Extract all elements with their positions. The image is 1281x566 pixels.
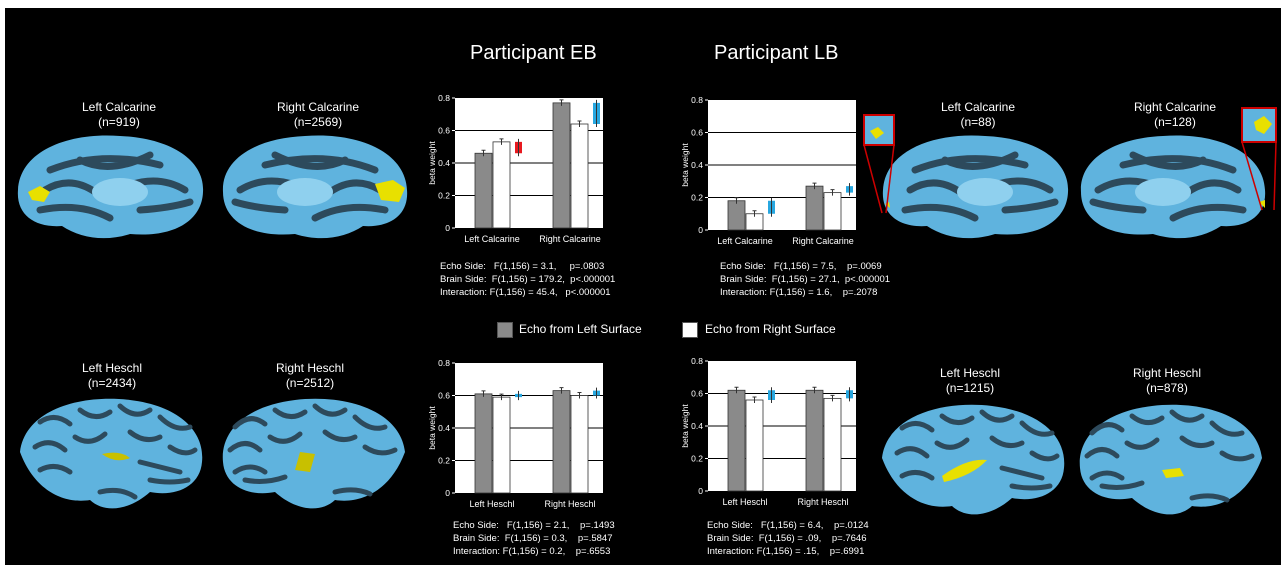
brain-name: Left Heschl — [939, 366, 1001, 380]
stats-eb-heschl: Echo Side: F(1,156) = 2.1, p=.1493 Brain… — [453, 520, 615, 557]
brain-eb-left-calcarine-image — [17, 135, 204, 239]
bar-right-surface — [570, 123, 589, 229]
zoom-inset-left — [863, 114, 895, 214]
bar-left-surface — [474, 393, 493, 494]
black-bar — [158, 243, 223, 258]
x-category-label: Right Heschl — [544, 499, 595, 509]
y-axis-label: beta weight — [427, 406, 437, 450]
brain-n: (n=128) — [1154, 115, 1196, 129]
legend-label-left: Echo from Left Surface — [519, 322, 642, 336]
figure-background — [5, 8, 1281, 565]
x-category-label: Left Heschl — [469, 499, 514, 509]
y-tick-label: 0.2 — [691, 193, 703, 203]
brain-eb-right-heschl-image — [222, 398, 405, 509]
y-axis-label: beta weight — [427, 141, 437, 185]
y-tick-label: 0 — [445, 223, 450, 233]
y-tick-label: 0 — [698, 225, 703, 235]
brain-n: (n=1215) — [945, 381, 995, 395]
chart-eb-heschl: 0 0.2 0.4 0.6 0.8 beta weight Left Heschl Right… — [427, 358, 603, 509]
zoom-inset-right — [1241, 107, 1277, 211]
brain-label-lb-left-heschl: Left Heschl (n=1215) — [905, 366, 1035, 396]
y-tick-label: 0.2 — [691, 454, 703, 464]
bar-left-surface — [474, 152, 493, 229]
brain-name: Right Calcarine — [276, 100, 360, 114]
bar-right-surface — [492, 141, 511, 229]
bar-left-surface — [805, 185, 824, 231]
brain-eb-left-heschl-image — [20, 398, 203, 509]
brain-n: (n=88) — [960, 115, 996, 129]
x-category-label: Right Calcarine — [792, 236, 854, 246]
x-category-label: Right Heschl — [797, 497, 848, 507]
brain-name: Left Calcarine — [940, 100, 1016, 114]
brain-name: Right Heschl — [275, 361, 345, 375]
brain-label-lb-left-calcarine: Left Calcarine (n=88) — [913, 100, 1043, 130]
y-tick-label: 0.2 — [438, 191, 450, 201]
y-tick-label: 0.6 — [438, 126, 450, 136]
y-tick-label: 0.4 — [691, 160, 703, 170]
y-tick-label: 0.4 — [691, 421, 703, 431]
bar-right-surface — [745, 399, 764, 492]
legend-swatch-left — [497, 322, 513, 338]
bar-right-surface — [823, 397, 842, 492]
brain-n: (n=2569) — [293, 115, 343, 129]
y-axis-label: beta weight — [680, 404, 690, 448]
brain-lb-right-heschl-image — [1079, 404, 1262, 515]
bar-left-surface — [727, 200, 746, 231]
y-tick-label: 0.2 — [438, 456, 450, 466]
chart-eb-calcarine: 0 0.2 0.4 0.6 0.8 beta weight Left Calcarine Ri… — [427, 93, 603, 244]
legend-swatch-right — [682, 322, 698, 338]
brain-n: (n=2434) — [87, 376, 137, 390]
bar-left-surface — [727, 389, 746, 492]
brain-name: Right Calcarine — [1133, 100, 1217, 114]
brain-lb-right-calcarine-image — [1080, 135, 1266, 239]
x-category-label: Left Heschl — [722, 497, 767, 507]
bar-right-surface — [492, 396, 511, 494]
x-category-label: Left Calcarine — [717, 236, 773, 246]
bar-right-surface — [570, 395, 589, 494]
chart-lb-calcarine: 0 0.2 0.4 0.6 0.8 beta weight Left Calcarine Ri… — [680, 95, 856, 246]
y-tick-label: 0.6 — [691, 389, 703, 399]
legend-label-right: Echo from Right Surface — [705, 322, 836, 336]
brain-n: (n=878) — [1146, 381, 1188, 395]
bar-left-surface — [552, 102, 571, 229]
stats-eb-calcarine: Echo Side: F(1,156) = 3.1, p=.0803 Brain… — [440, 261, 616, 298]
brain-name: Right Heschl — [1132, 366, 1202, 380]
y-tick-label: 0.8 — [438, 93, 450, 103]
y-tick-label: 0.8 — [691, 356, 703, 366]
y-tick-label: 0.6 — [691, 128, 703, 138]
brain-label-lb-right-calcarine: Right Calcarine (n=128) — [1110, 100, 1240, 130]
y-axis-label: beta weight — [680, 143, 690, 187]
brain-label-eb-right-heschl: Right Heschl (n=2512) — [245, 361, 375, 391]
brain-lb-left-calcarine-image — [882, 135, 1069, 239]
bar-left-surface — [552, 390, 571, 494]
brain-n: (n=2512) — [285, 376, 335, 390]
y-tick-label: 0 — [445, 488, 450, 498]
brain-label-lb-right-heschl: Right Heschl (n=878) — [1102, 366, 1232, 396]
brain-name: Left Heschl — [81, 361, 143, 375]
y-tick-label: 0.8 — [691, 95, 703, 105]
stats-lb-calcarine: Echo Side: F(1,156) = 7.5, p=.0069 Brain… — [720, 261, 891, 298]
y-tick-label: 0.4 — [438, 423, 450, 433]
bar-left-surface — [805, 389, 824, 492]
participant-eb-title: Participant EB — [470, 42, 597, 64]
y-tick-label: 0.6 — [438, 391, 450, 401]
stats-lb-heschl: Echo Side: F(1,156) = 6.4, p=.0124 Brain… — [707, 520, 869, 557]
y-tick-label: 0 — [698, 486, 703, 496]
x-category-label: Left Calcarine — [464, 234, 520, 244]
brain-label-eb-right-calcarine: Right Calcarine (n=2569) — [253, 100, 383, 130]
y-tick-label: 0.8 — [438, 358, 450, 368]
bar-right-surface — [823, 192, 842, 231]
participant-lb-title: Participant LB — [714, 42, 839, 64]
x-category-label: Right Calcarine — [539, 234, 601, 244]
brain-n: (n=919) — [98, 115, 140, 129]
brain-lb-left-heschl-image — [882, 404, 1065, 515]
brain-eb-right-calcarine-image — [222, 135, 408, 239]
y-tick-label: 0.4 — [438, 158, 450, 168]
brain-label-eb-left-calcarine: Left Calcarine (n=919) — [54, 100, 184, 130]
brain-label-eb-left-heschl: Left Heschl (n=2434) — [47, 361, 177, 391]
brain-name: Left Calcarine — [81, 100, 157, 114]
chart-lb-heschl: 0 0.2 0.4 0.6 0.8 beta weight Left Heschl Right… — [680, 356, 856, 507]
